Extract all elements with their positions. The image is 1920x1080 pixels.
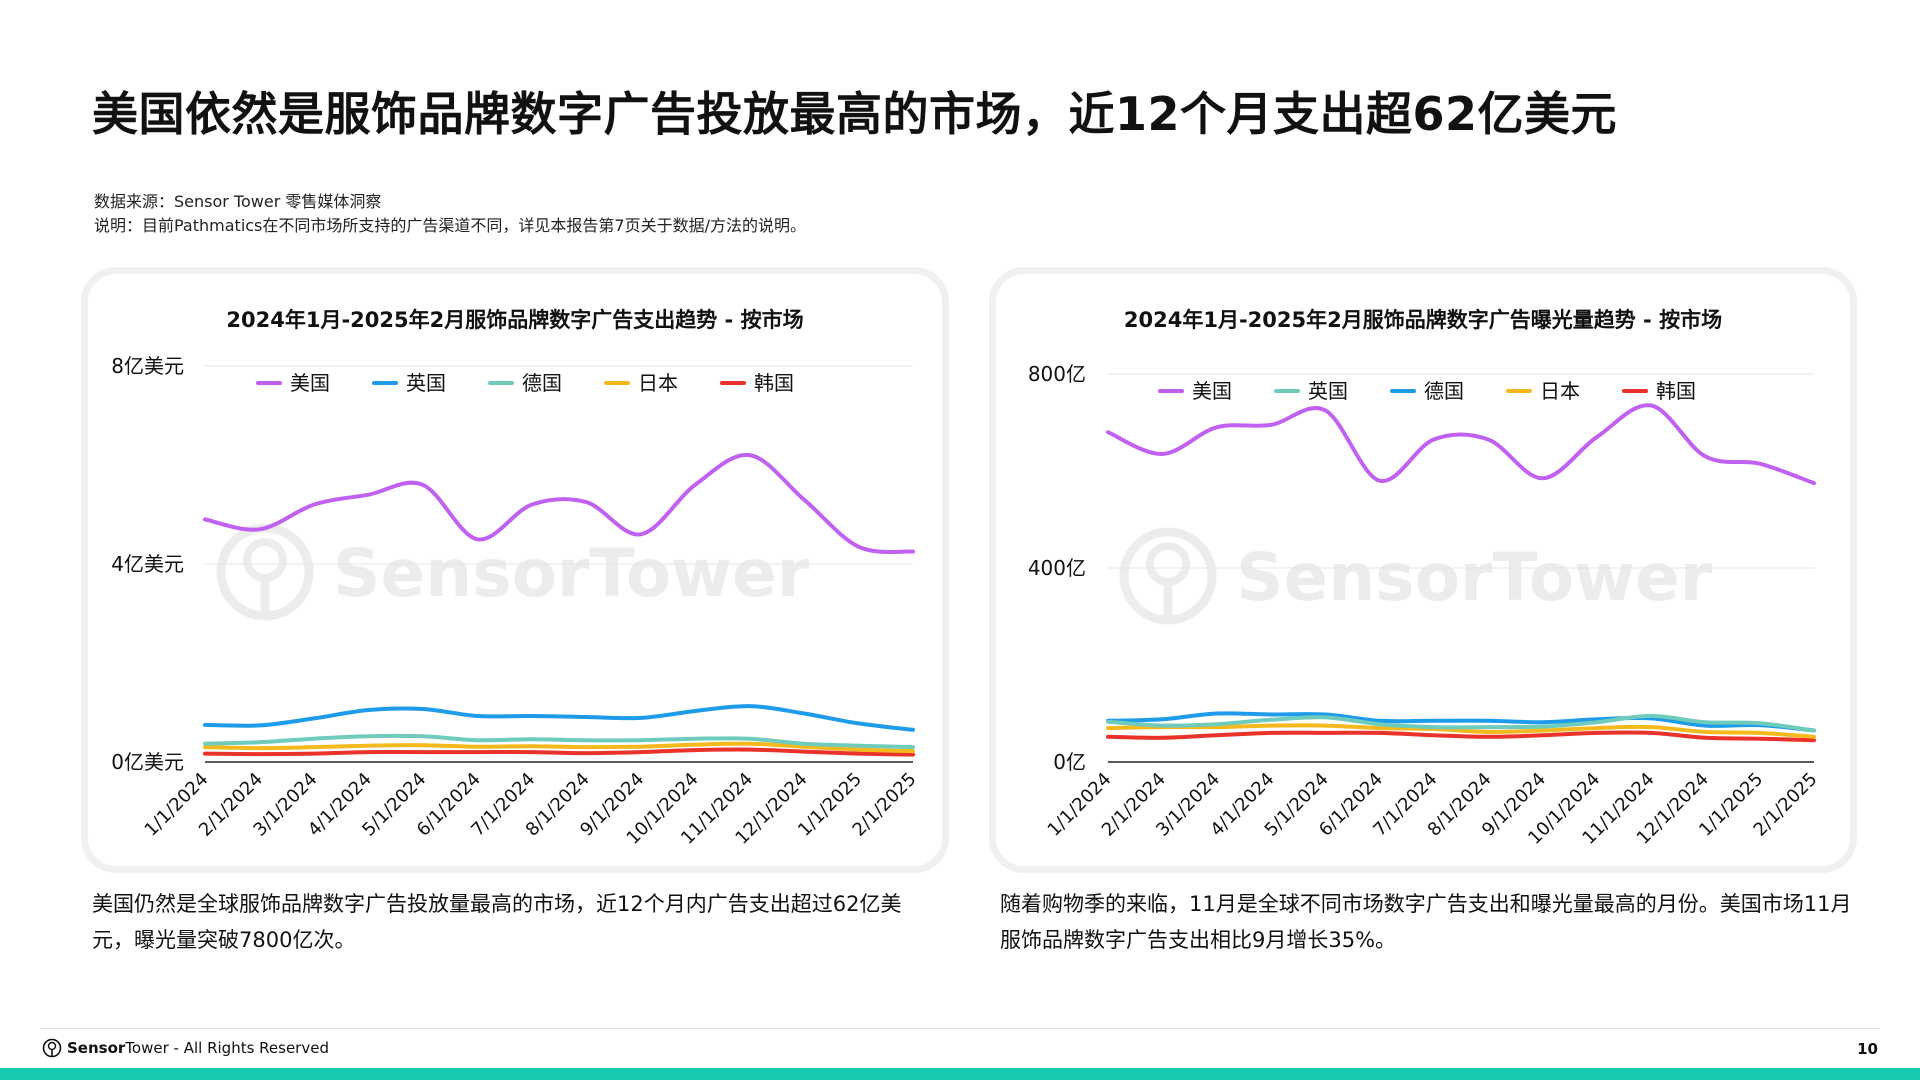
legend-item-2: 德国 (1390, 379, 1464, 403)
source-notes: 数据来源：Sensor Tower 零售媒体洞察 说明：目前Pathmatics… (94, 190, 806, 238)
legend-label: 英国 (1308, 379, 1348, 403)
series-line-1 (203, 704, 915, 732)
legend-item-3: 日本 (604, 371, 678, 395)
legend-label: 德国 (1424, 379, 1464, 403)
legend-label: 日本 (638, 371, 678, 395)
legend-item-3: 日本 (1506, 379, 1580, 403)
page-number: 10 (1857, 1040, 1878, 1058)
y-tick-label: 0亿美元 (111, 750, 184, 774)
legend-item-1: 英国 (1274, 379, 1348, 403)
legend-item-4: 韩国 (720, 371, 794, 395)
spend-chart: SensorTower0亿美元4亿美元8亿美元1/1/20242/1/20243… (111, 354, 920, 849)
series-line-0 (203, 453, 915, 555)
watermark: SensorTower (216, 523, 810, 621)
footer-brand-tower: Tower (125, 1039, 169, 1057)
series-line-4 (203, 747, 915, 757)
series-line-3 (203, 741, 915, 754)
watermark-logo-inner (1146, 542, 1190, 586)
impressions-chart: SensorTower0亿400亿800亿1/1/20242/1/20243/1… (1028, 362, 1822, 849)
spend-chart-card: 2024年1月-2025年2月服饰品牌数字广告支出趋势 - 按市场 Sensor… (88, 274, 942, 866)
series-line-2 (1106, 711, 1816, 733)
page-title: 美国依然是服饰品牌数字广告投放最高的市场，近12个月支出超62亿美元 (92, 87, 1618, 141)
footer-divider (40, 1028, 1880, 1029)
legend-label: 韩国 (1656, 379, 1696, 403)
footer-rights: - All Rights Reserved (168, 1039, 329, 1057)
sensor-tower-logo-icon (42, 1038, 62, 1058)
impressions-description: 随着购物季的来临，11月是全球不同市场数字广告支出和曝光量最高的月份。美国市场1… (1000, 892, 1852, 952)
series-line-3 (1106, 723, 1816, 739)
impressions-chart-title: 2024年1月-2025年2月服饰品牌数字广告曝光量趋势 - 按市场 (1123, 308, 1723, 332)
series-line-4 (1106, 730, 1816, 743)
spend-description: 美国仍然是全球服饰品牌数字广告投放量最高的市场，近12个月内广告支出超过62亿美… (92, 892, 902, 952)
footer-brand-sensor: Sensor (67, 1039, 126, 1057)
legend-item-0: 美国 (256, 371, 330, 395)
series-line-0 (1106, 403, 1816, 486)
watermark-text: SensorTower (1236, 539, 1713, 616)
series-line-1 (1106, 713, 1816, 733)
bottom-accent-bar (0, 1068, 1920, 1080)
watermark-logo-inner (243, 538, 287, 582)
legend-label: 韩国 (754, 371, 794, 395)
y-tick-label: 800亿 (1028, 362, 1086, 386)
source-line: 数据来源：Sensor Tower 零售媒体洞察 (94, 192, 382, 211)
watermark: SensorTower (1119, 527, 1713, 625)
watermark-text: SensorTower (333, 535, 810, 612)
legend-label: 日本 (1540, 379, 1580, 403)
impressions-chart-card: 2024年1月-2025年2月服饰品牌数字广告曝光量趋势 - 按市场 Senso… (996, 274, 1850, 866)
watermark-logo-icon (1119, 527, 1217, 625)
legend-label: 美国 (1192, 379, 1232, 403)
legend-item-1: 英国 (372, 371, 446, 395)
spend-chart-title: 2024年1月-2025年2月服饰品牌数字广告支出趋势 - 按市场 (226, 308, 804, 332)
series-line-2 (203, 733, 915, 750)
y-tick-label: 4亿美元 (111, 552, 184, 576)
footer: SensorTower - All Rights Reserved (42, 1038, 329, 1058)
legend-label: 德国 (522, 371, 562, 395)
legend-item-0: 美国 (1158, 379, 1232, 403)
legend-item-2: 德国 (488, 371, 562, 395)
legend-label: 美国 (290, 371, 330, 395)
y-tick-label: 400亿 (1028, 556, 1086, 580)
legend-item-4: 韩国 (1622, 379, 1696, 403)
y-tick-label: 8亿美元 (111, 354, 184, 378)
legend-label: 英国 (406, 371, 446, 395)
note-line: 说明：目前Pathmatics在不同市场所支持的广告渠道不同，详见本报告第7页关… (94, 216, 806, 235)
y-tick-label: 0亿 (1053, 750, 1086, 774)
